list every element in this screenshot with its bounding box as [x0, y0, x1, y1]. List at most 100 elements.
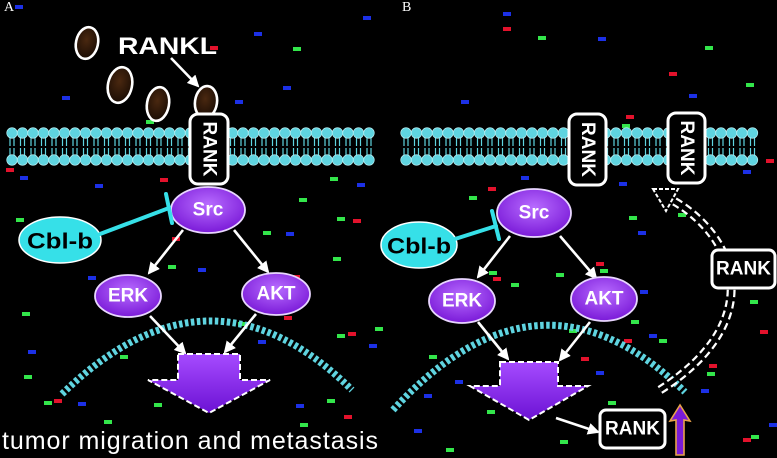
- panel-a: A RANKL RANK Src Cbl-b ERK AKT tumo: [2, 0, 378, 455]
- background-speck: [619, 182, 627, 186]
- background-speck: [235, 100, 243, 104]
- lipid-head: [452, 154, 465, 166]
- lipid-head: [715, 154, 727, 166]
- background-speck: [640, 290, 648, 294]
- lipid-head: [331, 154, 344, 166]
- lipid-head: [6, 127, 18, 139]
- lipid-head: [69, 154, 81, 166]
- src-label: Src: [519, 203, 550, 224]
- lipid-head: [342, 127, 354, 139]
- background-speck: [743, 170, 751, 174]
- akt-to-output-arrow: [558, 321, 592, 362]
- lipid-head: [163, 127, 176, 139]
- background-speck: [333, 257, 341, 261]
- lipid-head: [652, 127, 664, 139]
- lipid-head: [746, 154, 759, 166]
- cblb-inhibition-line: [453, 224, 498, 241]
- background-speck: [28, 350, 36, 354]
- background-speck: [300, 423, 308, 427]
- background-speck: [22, 312, 30, 316]
- background-speck: [638, 231, 646, 235]
- lipid-head: [27, 154, 39, 166]
- trafficking-arrowhead: [651, 188, 680, 214]
- lipid-head: [505, 154, 517, 166]
- lipid-head: [300, 154, 312, 166]
- nuclear-envelope-a: [59, 317, 355, 397]
- background-speck: [327, 399, 335, 403]
- lipid-head: [111, 127, 123, 139]
- background-speck: [503, 12, 511, 16]
- background-speck: [104, 420, 112, 424]
- new-rank-box: [598, 408, 667, 450]
- lipid-head: [132, 154, 144, 166]
- lipid-head: [442, 127, 454, 139]
- lipid-head: [473, 127, 486, 139]
- background-speck: [337, 334, 345, 338]
- lipid-head: [342, 154, 354, 166]
- lipid-head: [494, 154, 507, 166]
- lipid-head: [400, 154, 412, 166]
- background-speck: [596, 371, 604, 375]
- lipid-head: [79, 127, 92, 139]
- lipid-head: [641, 127, 654, 139]
- lipid-head: [410, 154, 423, 166]
- background-speck: [766, 159, 774, 163]
- lipid-head: [631, 127, 643, 139]
- background-speck: [560, 440, 568, 444]
- akt-to-output-arrow: [223, 313, 258, 354]
- lipid-head: [557, 154, 570, 166]
- background-speck: [293, 47, 301, 51]
- background-speck: [337, 217, 345, 221]
- background-speck: [678, 213, 686, 217]
- background-speck: [258, 340, 266, 344]
- lipid-head: [610, 154, 622, 166]
- background-speck: [487, 410, 495, 414]
- src-to-akt-arrow: [559, 235, 598, 280]
- background-speck: [705, 46, 713, 50]
- lipid-head: [421, 127, 433, 139]
- lipid-head: [100, 154, 113, 166]
- erk-to-output-arrow: [149, 315, 187, 355]
- lipid-head: [484, 154, 496, 166]
- lipid-head: [142, 127, 155, 139]
- background-speck: [743, 438, 751, 442]
- background-speck: [521, 176, 529, 180]
- background-speck: [750, 300, 758, 304]
- lipid-head: [300, 127, 312, 139]
- outcome-caption: tumor migration and metastasis: [2, 427, 378, 455]
- background-speck: [709, 364, 717, 368]
- lipid-head: [6, 154, 18, 166]
- background-speck: [624, 339, 632, 343]
- lipid-head: [363, 154, 375, 166]
- background-speck: [581, 357, 589, 361]
- background-speck: [78, 402, 86, 406]
- lipid-head: [90, 154, 102, 166]
- lipid-head: [121, 127, 134, 139]
- background-speck: [120, 355, 128, 359]
- background-speck: [369, 344, 377, 348]
- erk-to-output-arrow: [476, 321, 510, 361]
- new-rank-label: RANK: [605, 419, 660, 440]
- lipid-head: [121, 154, 134, 166]
- lipid-head: [725, 154, 738, 166]
- rankl-binding-arrow: [170, 57, 200, 88]
- lipid-head: [279, 154, 291, 166]
- background-speck: [16, 218, 24, 222]
- rankl-ligand: [106, 65, 134, 105]
- lipid-head: [48, 154, 60, 166]
- lipid-head: [704, 154, 717, 166]
- lipid-head: [310, 154, 323, 166]
- background-speck: [760, 330, 768, 334]
- background-speck: [488, 187, 496, 191]
- lipid-head: [132, 127, 144, 139]
- lipid-head: [547, 127, 559, 139]
- background-speck: [344, 415, 352, 419]
- background-speck: [20, 176, 28, 180]
- lipid-head: [484, 127, 496, 139]
- lipid-head: [268, 127, 281, 139]
- background-speck: [353, 219, 361, 223]
- lipid-head: [352, 127, 365, 139]
- background-speck: [701, 389, 709, 393]
- akt-node: [241, 272, 311, 316]
- background-speck: [455, 380, 463, 384]
